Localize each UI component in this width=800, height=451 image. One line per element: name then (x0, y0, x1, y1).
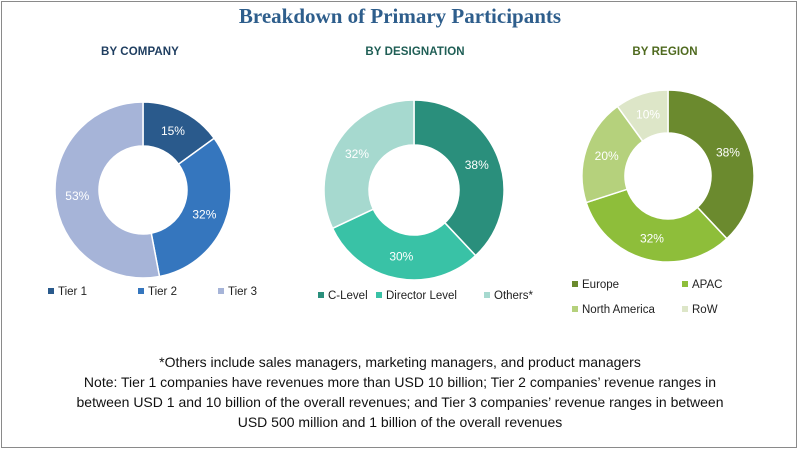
legend-item: C-Level (318, 290, 368, 302)
slice-2-europe (667, 89, 755, 240)
legend-label: Tier 2 (148, 286, 177, 298)
legend-swatch (484, 292, 490, 298)
slice-0-tier-2 (150, 137, 232, 278)
legend-item: Others* (484, 290, 533, 302)
legend-swatch (682, 281, 688, 287)
legend-item: APAC (682, 279, 722, 291)
legend-item: RoW (682, 304, 718, 316)
legend-item: Europe (572, 279, 619, 291)
chart-subtitle-region: BY REGION (632, 46, 698, 58)
data-label-2-2: 20% (595, 149, 619, 163)
tier-note-line-3: USD 500 million and 1 billion of the ove… (237, 414, 563, 430)
others-footnote: *Others include sales managers, marketin… (159, 354, 641, 370)
legend-label: Tier 3 (228, 286, 257, 298)
slice-0-tier-3 (54, 101, 161, 279)
data-label-1-2: 32% (345, 147, 369, 161)
legend-label: C-Level (328, 290, 368, 302)
chart-subtitle-designation: BY DESIGNATION (365, 46, 465, 58)
legend-item: Tier 3 (218, 286, 257, 298)
slice-1-c-level (413, 99, 505, 257)
legend-swatch (48, 288, 54, 294)
legend-label: Others* (494, 290, 533, 302)
slice-1-director-level (331, 208, 477, 281)
tier-note-line-2: between USD 1 and 10 billion of the over… (76, 394, 724, 410)
data-label-1-1: 30% (389, 249, 413, 263)
legend-item: Director Level (376, 290, 457, 302)
slice-2-row (616, 89, 669, 143)
data-label-1-0: 38% (465, 158, 489, 172)
legend-item: Tier 2 (138, 286, 177, 298)
slice-1-others- (323, 99, 415, 230)
legend-swatch (376, 292, 382, 298)
data-label-0-2: 53% (65, 189, 89, 203)
legend-swatch (572, 281, 578, 287)
tier-note-line-1: Note: Tier 1 companies have revenues mor… (83, 374, 717, 390)
legend-swatch (572, 306, 578, 312)
data-label-2-0: 38% (716, 145, 740, 159)
legend-swatch (318, 292, 324, 298)
data-label-0-1: 32% (192, 207, 216, 221)
data-label-2-1: 32% (640, 231, 664, 245)
legend-label: North America (582, 304, 655, 316)
data-label-2-3: 10% (636, 108, 660, 122)
legend-label: APAC (692, 279, 723, 291)
legend-swatch (138, 288, 144, 294)
legend-swatch (218, 288, 224, 294)
footnotes: *Others include sales managers, marketin… (0, 352, 800, 432)
legend-item: Tier 1 (48, 286, 87, 298)
legend-label: Tier 1 (58, 286, 87, 298)
page-title: Breakdown of Primary Participants (238, 4, 562, 28)
chart-subtitle-company: BY COMPANY (101, 46, 179, 58)
legend-item: North America (572, 304, 655, 316)
legend-swatch (682, 306, 688, 312)
legend-label: RoW (692, 304, 718, 316)
slice-2-apac (585, 188, 728, 263)
legend-label: Director Level (386, 290, 457, 302)
legend-label: Europe (582, 279, 620, 291)
data-label-0-0: 15% (161, 124, 185, 138)
